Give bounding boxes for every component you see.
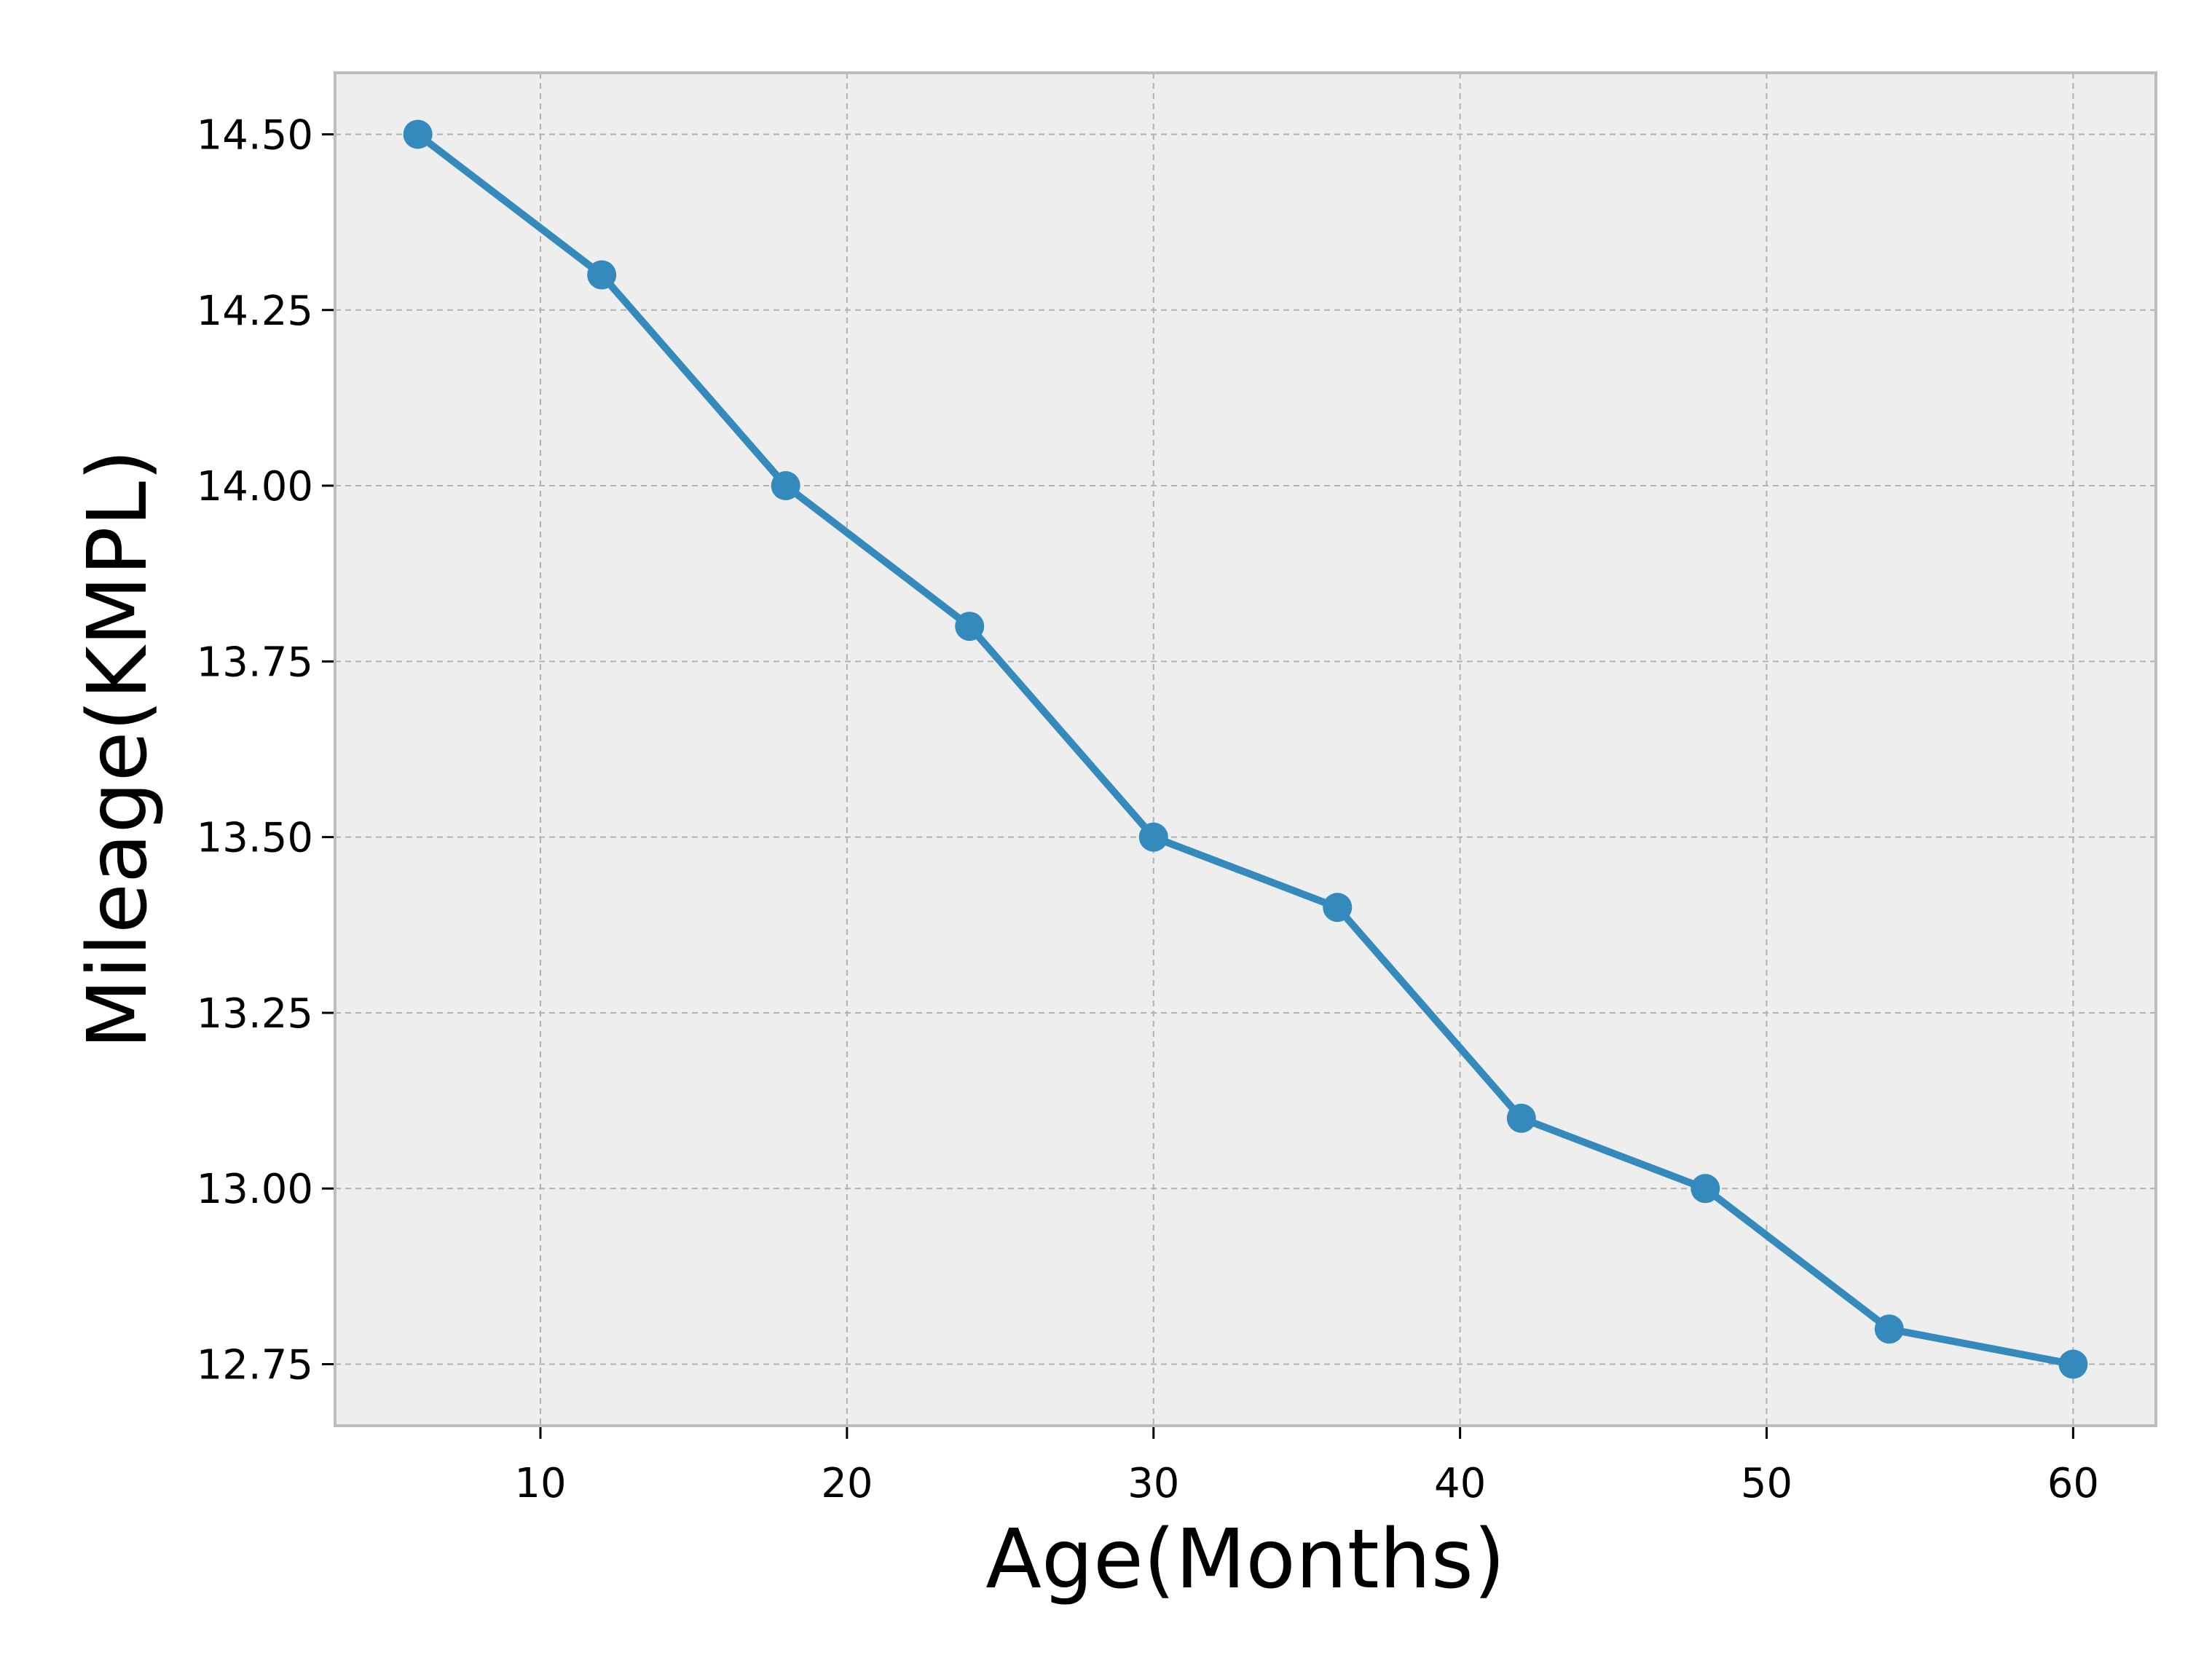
data-point-8: [1874, 1314, 1904, 1344]
data-point-6: [1506, 1103, 1536, 1133]
data-point-1: [587, 260, 617, 290]
plot-area: [335, 73, 2156, 1426]
y-tick-label-7: 14.50: [197, 111, 313, 159]
x-tick-label-5: 60: [2047, 1460, 2099, 1507]
x-tick-label-3: 40: [1434, 1460, 1486, 1507]
data-point-5: [1323, 893, 1353, 923]
y-axis: 12.75 13.00 13.25 13.50 13.75 14.00 14.25 14.50: [197, 111, 335, 1389]
y-tick-label-2: 13.25: [197, 990, 313, 1038]
data-point-9: [2058, 1349, 2088, 1379]
y-tick-label-4: 13.75: [197, 639, 313, 686]
y-tick-label-3: 13.50: [197, 815, 313, 862]
y-tick-label-6: 14.25: [197, 288, 313, 335]
x-axis: 10 20 30 40 50 60: [514, 1426, 2099, 1507]
x-tick-label-1: 20: [821, 1460, 873, 1507]
data-point-2: [771, 471, 800, 501]
data-point-4: [1138, 822, 1168, 852]
plot-frame: [334, 71, 2157, 1427]
x-tick-label-4: 50: [1741, 1460, 1792, 1507]
data-point-0: [403, 119, 433, 149]
data-point-7: [1691, 1174, 1720, 1204]
y-tick-label-5: 14.00: [197, 463, 313, 510]
grid-lines: [335, 73, 2156, 1426]
series-0: [403, 119, 2088, 1379]
y-tick-label-0: 12.75: [197, 1342, 313, 1389]
series-0-line: [414, 130, 2077, 1368]
x-tick-label-0: 10: [514, 1460, 566, 1507]
x-axis-title: Age(Months): [985, 1512, 1505, 1607]
y-tick-label-1: 13.00: [197, 1166, 313, 1213]
y-axis-title: Mileage(KMPL): [71, 449, 165, 1049]
x-tick-label-2: 30: [1127, 1460, 1179, 1507]
data-point-3: [955, 612, 985, 641]
